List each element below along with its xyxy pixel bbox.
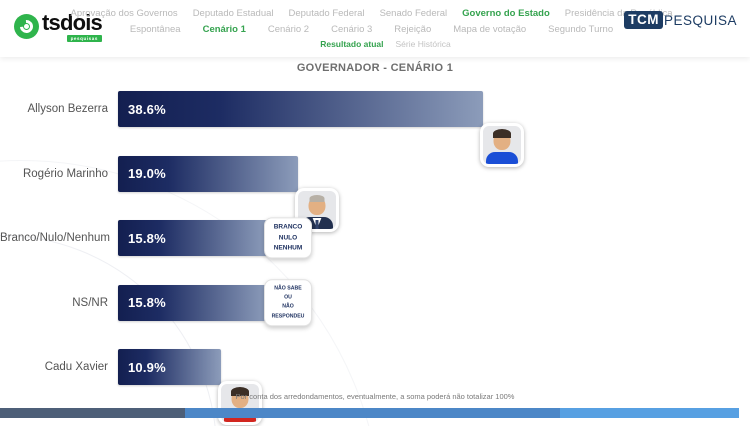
percentage-value: 38.6% — [128, 101, 166, 117]
candidate-photo-allyson-bezerra — [480, 123, 524, 168]
result-bar: 15.8% — [118, 220, 267, 257]
nav-item-deputado-federal[interactable]: Deputado Federal — [288, 8, 365, 19]
bar-chart: Allyson Bezerra 38.6% Rogério Marinho 19… — [0, 77, 750, 426]
percentage-value: 15.8% — [128, 295, 166, 311]
percentage-value: 19.0% — [128, 166, 166, 182]
percentage-value: 15.8% — [128, 230, 166, 246]
bar-row-allyson-bezerra: Allyson Bezerra 38.6% — [0, 77, 750, 168]
nav-item-rejeicao[interactable]: Rejeição — [394, 24, 432, 35]
result-bar: 15.8% — [118, 284, 267, 321]
tsdois-logo-badge: pesquisas — [66, 35, 102, 42]
scrollbar-segment[interactable] — [560, 408, 739, 418]
nav-item-governo-do-estado[interactable]: Governo do Estado — [462, 8, 550, 19]
nav-item-cenario-2[interactable]: Cenário 2 — [267, 24, 310, 35]
avatar-tie — [315, 219, 319, 229]
nav-item-cenario-3[interactable]: Cenário 3 — [331, 24, 373, 35]
candidate-label: Cadu Xavier — [44, 361, 108, 374]
nav-item-serie-historica[interactable]: Série Histórica — [395, 39, 451, 49]
nav-item-senado-federal[interactable]: Senado Federal — [379, 8, 448, 19]
candidate-label: Rogério Marinho — [22, 167, 108, 180]
tsdois-logo: tsdois pesquisas — [14, 10, 103, 42]
candidate-label: Allyson Bezerra — [27, 103, 108, 116]
scrollbar-segment[interactable] — [185, 408, 560, 418]
tcm-logo-text: PESQUISA — [663, 12, 737, 28]
nav-item-espontanea[interactable]: Espontânea — [129, 24, 181, 35]
rounding-disclaimer: Por conta dos arredondamentos, eventualm… — [235, 392, 515, 401]
tcm-pesquisa-logo: TCM PESQUISA — [624, 11, 737, 29]
candidate-label: NS/NR — [72, 296, 108, 309]
header: tsdois pesquisas Aprovação dos Governos … — [0, 0, 750, 57]
nav-item-mapa-de-votacao[interactable]: Mapa de votação — [453, 24, 527, 35]
nav-row-scenarios: Espontânea Cenário 1 Cenário 2 Cenário 3… — [118, 24, 625, 35]
scrollbar-segment[interactable] — [0, 408, 185, 418]
bar-row-ns-nr: NS/NR 15.8% NÃO SABE OU NÃO RESPONDEU — [0, 271, 750, 336]
result-bar: 19.0% — [118, 155, 298, 192]
nav-row-view-mode: Resultado atual Série Histórica — [132, 39, 639, 49]
tsdois-logo-icon — [14, 14, 39, 39]
nav-item-presidencia-da-republica[interactable]: Presidência da República — [564, 8, 673, 19]
bar-row-branco-nulo-nenhum: Branco/Nulo/Nenhum 15.8% BRANCO NULO NEN… — [0, 206, 750, 271]
avatar-hair — [309, 194, 325, 202]
nav-item-aprovacao-dos-governos[interactable]: Aprovação dos Governos — [70, 8, 178, 19]
avatar-hair — [493, 129, 511, 139]
nao-sabe-nao-respondeu-box: NÃO SABE OU NÃO RESPONDEU — [264, 279, 312, 327]
tcm-logo-box: TCM — [624, 11, 663, 29]
nav-row-topics: Aprovação dos Governos Deputado Estadual… — [70, 8, 672, 19]
horizontal-scrollbar[interactable] — [0, 408, 739, 418]
result-bar: 38.6% — [118, 91, 483, 128]
percentage-value: 10.9% — [128, 359, 166, 375]
nav-item-segundo-turno[interactable]: Segundo Turno — [548, 24, 614, 35]
tsdois-logo-text: tsdois — [42, 10, 103, 35]
result-bar: 10.9% — [118, 349, 221, 386]
candidate-photo-cadu-xavier — [218, 381, 262, 426]
avatar-shirt — [486, 152, 518, 165]
nav-item-resultado-atual[interactable]: Resultado atual — [320, 39, 384, 49]
bar-row-rogerio-marinho: Rogério Marinho 19.0% — [0, 142, 750, 232]
avatar-hair — [231, 387, 249, 397]
candidate-label: Branco/Nulo/Nenhum — [0, 232, 110, 245]
nav-item-deputado-estadual[interactable]: Deputado Estadual — [192, 8, 274, 19]
nav-item-cenario-1[interactable]: Cenário 1 — [202, 24, 246, 35]
bar-row-cadu-xavier: Cadu Xavier 10.9% — [0, 335, 750, 426]
chart-title: GOVERNADOR - CENÁRIO 1 — [296, 62, 454, 74]
branco-nulo-nenhum-box: BRANCO NULO NENHUM — [264, 217, 312, 259]
main-navigation: Aprovação dos Governos Deputado Estadual… — [70, 0, 672, 49]
